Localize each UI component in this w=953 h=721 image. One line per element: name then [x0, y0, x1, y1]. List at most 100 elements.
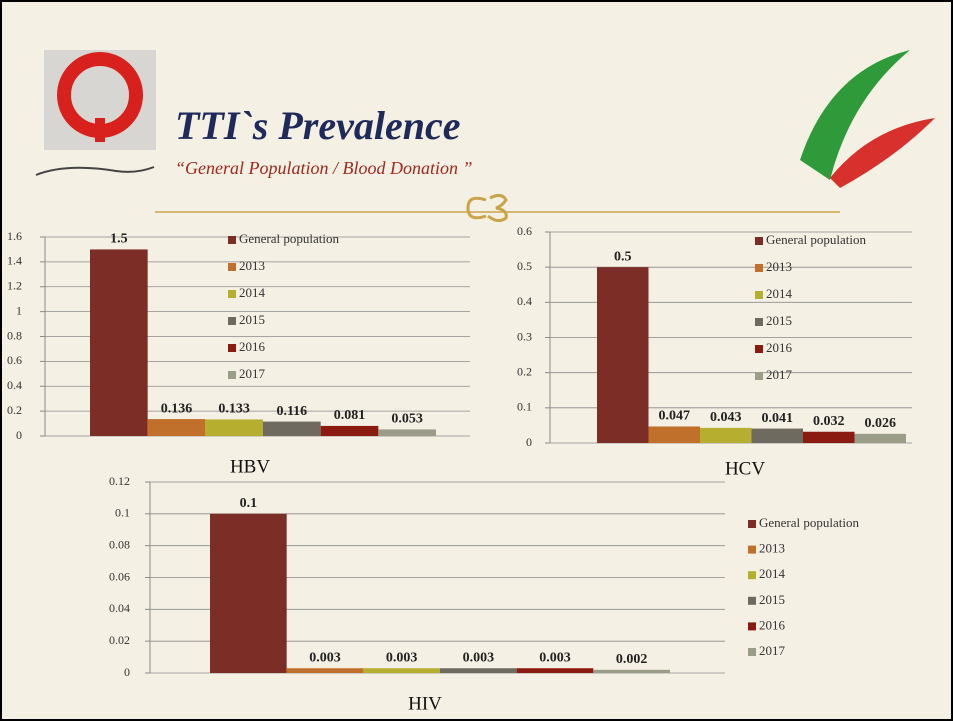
y-tick-label: 0 — [16, 428, 22, 442]
legend-swatch — [748, 597, 756, 605]
legend-swatch — [228, 236, 236, 244]
data-label: 0.116 — [276, 404, 307, 419]
y-tick-label: 0.1 — [517, 400, 532, 414]
data-label: 0.133 — [218, 402, 250, 417]
legend-label: 2016 — [239, 339, 266, 354]
legend-swatch — [748, 622, 756, 630]
legend-swatch — [755, 237, 763, 245]
legend-swatch — [748, 648, 756, 656]
bar — [649, 426, 701, 443]
data-label: 0.041 — [762, 411, 794, 426]
bar — [597, 267, 649, 443]
data-label: 0.002 — [616, 652, 648, 667]
legend-label: General population — [766, 232, 866, 247]
legend-swatch — [228, 317, 236, 325]
bar — [90, 249, 148, 436]
legend-swatch — [228, 344, 236, 352]
y-tick-label: 0 — [526, 435, 532, 449]
bar — [440, 668, 517, 673]
data-label: 0.003 — [386, 650, 418, 665]
chart-title: HCV — [725, 458, 765, 479]
y-tick-label: 0.08 — [109, 537, 130, 551]
legend-label: 2017 — [239, 366, 266, 381]
legend-label: 2013 — [239, 258, 265, 273]
slide-subtitle: “General Population / Blood Donation ” — [175, 158, 473, 178]
y-tick-label: 0.6 — [517, 224, 532, 238]
legend-swatch — [755, 372, 763, 380]
chart-title: HBV — [230, 456, 270, 477]
chart-title: HIV — [408, 693, 442, 714]
legend-swatch — [755, 345, 763, 353]
data-label: 0.053 — [391, 412, 423, 427]
bar — [855, 434, 907, 443]
data-label: 0.5 — [614, 249, 632, 264]
y-tick-label: 1.4 — [7, 254, 22, 268]
bar — [205, 419, 263, 436]
y-tick-label: 0.04 — [109, 601, 130, 615]
legend-label: 2014 — [239, 285, 266, 300]
data-label: 0.081 — [334, 408, 366, 423]
bar — [363, 668, 440, 673]
legend-swatch — [748, 546, 756, 554]
legend-label: 2014 — [759, 566, 786, 581]
y-tick-label: 0.2 — [7, 403, 22, 417]
bar — [210, 514, 287, 673]
y-tick-label: 0.8 — [7, 328, 22, 342]
data-label: 1.5 — [110, 232, 128, 247]
legend-label: 2015 — [759, 592, 785, 607]
legend-label: 2016 — [759, 617, 786, 632]
bar — [287, 668, 364, 673]
bar — [321, 426, 379, 436]
legend-swatch — [755, 291, 763, 299]
slide: TTI`s Prevalence “General Population / B… — [0, 0, 953, 721]
y-tick-label: 0.4 — [517, 294, 532, 308]
y-tick-label: 0.02 — [109, 633, 130, 647]
y-tick-label: 0.06 — [109, 569, 130, 583]
legend-label: 2015 — [766, 313, 792, 328]
y-tick-label: 0.2 — [517, 364, 532, 378]
bar — [752, 429, 804, 443]
bar — [517, 668, 594, 673]
bar — [803, 432, 855, 443]
data-label: 0.003 — [309, 650, 341, 665]
bar — [700, 428, 752, 443]
legend-label: 2017 — [759, 643, 786, 658]
y-tick-label: 1.6 — [7, 229, 22, 243]
data-label: 0.047 — [659, 409, 691, 424]
y-tick-label: 1.2 — [7, 279, 22, 293]
legend-swatch — [755, 264, 763, 272]
legend-label: 2013 — [766, 259, 792, 274]
data-label: 0.136 — [161, 401, 193, 416]
legend-label: General population — [239, 231, 339, 246]
legend-label: 2015 — [239, 312, 265, 327]
legend-label: General population — [759, 515, 859, 530]
y-tick-label: 0.3 — [517, 329, 532, 343]
y-tick-label: 0 — [124, 665, 130, 679]
legend-swatch — [748, 520, 756, 528]
y-tick-label: 0.5 — [517, 259, 532, 273]
legend-label: 2013 — [759, 541, 785, 556]
data-label: 0.003 — [539, 650, 571, 665]
y-tick-label: 0.1 — [115, 506, 130, 520]
legend-swatch — [228, 263, 236, 271]
legend-swatch — [228, 290, 236, 298]
data-label: 0.026 — [865, 416, 897, 431]
y-tick-label: 0.12 — [109, 474, 130, 488]
slide-title: TTI`s Prevalence — [175, 103, 460, 148]
data-label: 0.003 — [463, 650, 495, 665]
data-label: 0.043 — [710, 410, 742, 425]
bar — [263, 422, 321, 436]
legend-swatch — [228, 371, 236, 379]
y-tick-label: 1 — [16, 303, 22, 317]
legend-swatch — [748, 571, 756, 579]
page: TTI`s Prevalence “General Population / B… — [0, 0, 953, 721]
legend-label: 2017 — [766, 367, 793, 382]
bar — [378, 429, 436, 436]
bar — [148, 419, 206, 436]
data-label: 0.032 — [813, 414, 845, 429]
bar — [593, 670, 670, 673]
legend-label: 2014 — [766, 286, 793, 301]
data-label: 0.1 — [240, 496, 258, 511]
y-tick-label: 0.6 — [7, 353, 22, 367]
legend-swatch — [755, 318, 763, 326]
